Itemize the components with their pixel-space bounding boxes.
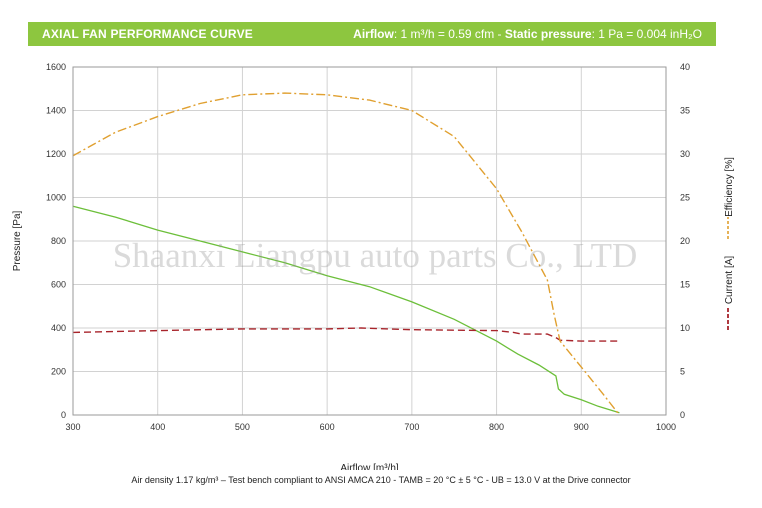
x-tick-label: 1000 — [656, 422, 676, 432]
x-axis-label: Airflow [m³/h] — [340, 463, 399, 470]
x-tick-label: 300 — [65, 422, 80, 432]
chart-series — [72, 92, 620, 416]
y2-tick-label: 40 — [680, 62, 690, 72]
efficiency-legend: Efficiency [%] — [724, 157, 735, 239]
y-tick-label: 1600 — [46, 62, 66, 72]
y2-tick-label: 30 — [680, 149, 690, 159]
y2-tick-label: 15 — [680, 280, 690, 290]
x-tick-label: 900 — [574, 422, 589, 432]
y-tick-label: 0 — [61, 410, 66, 420]
y-tick-label: 1200 — [46, 149, 66, 159]
chart-axes — [72, 66, 667, 416]
y-axis-label: Pressure [Pa] — [12, 210, 23, 271]
efficiency-curve — [72, 92, 620, 416]
chart-title: AXIAL FAN PERFORMANCE CURVE — [42, 27, 253, 41]
unit-conversion-note: Airflow: 1 m³/h = 0.59 cfm - Static pres… — [353, 27, 702, 41]
plot-frame — [72, 66, 667, 416]
efficiency-legend-label: Efficiency [%] — [724, 157, 735, 217]
y-tick-label: 600 — [51, 280, 66, 290]
x-tick-label: 700 — [404, 422, 419, 432]
x-tick-label: 500 — [235, 422, 250, 432]
current-curve — [72, 327, 620, 342]
static-pressure-label: Static pressure — [504, 27, 592, 41]
y2-tick-label: 0 — [680, 410, 685, 420]
y2-tick-label: 5 — [680, 367, 685, 377]
y-tick-label: 1400 — [46, 106, 66, 116]
y-tick-label: 400 — [51, 323, 66, 333]
y2-tick-label: 20 — [680, 236, 690, 246]
airflow-conversion: : 1 m³/h = 0.59 cfm - — [393, 27, 505, 41]
y2-tick-label: 10 — [680, 323, 690, 333]
y-tick-label: 800 — [51, 236, 66, 246]
test-conditions-footnote: Air density 1.17 kg/m³ – Test bench comp… — [131, 475, 631, 485]
y2-tick-label: 35 — [680, 106, 690, 116]
performance-chart: 300 400 500 600 700 800 900 1000020040060080010… — [12, 62, 735, 470]
airflow-label: Airflow — [353, 27, 394, 41]
y-tick-label: 1000 — [46, 193, 66, 203]
pressure-curve — [72, 205, 620, 414]
current-legend: Current [A] — [724, 256, 735, 330]
chart-labels: 300 400 500 600 700 800 900 1000020040060080010… — [12, 62, 735, 470]
current-legend-label: Current [A] — [724, 256, 735, 305]
x-tick-label: 400 — [150, 422, 165, 432]
x-tick-label: 600 — [320, 422, 335, 432]
chart-header-bar: AXIAL FAN PERFORMANCE CURVE Airflow: 1 m… — [28, 22, 716, 46]
pressure-conversion: : 1 Pa = 0.004 inH₂O — [591, 27, 702, 41]
x-tick-label: 800 — [489, 422, 504, 432]
y2-tick-label: 25 — [680, 193, 690, 203]
y-tick-label: 200 — [51, 367, 66, 377]
